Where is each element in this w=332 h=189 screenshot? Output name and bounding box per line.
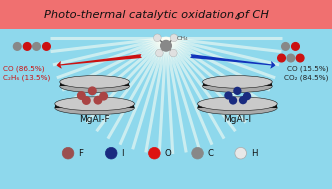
FancyBboxPatch shape — [0, 0, 332, 29]
Circle shape — [296, 54, 304, 62]
Circle shape — [99, 92, 108, 101]
Polygon shape — [203, 82, 272, 86]
Text: 4: 4 — [235, 13, 240, 22]
Ellipse shape — [198, 101, 277, 115]
Text: I: I — [121, 149, 124, 158]
Circle shape — [287, 54, 295, 62]
Circle shape — [94, 96, 103, 105]
Text: C₂H₆ (13.5%): C₂H₆ (13.5%) — [3, 75, 50, 81]
Circle shape — [62, 147, 74, 159]
Circle shape — [14, 43, 21, 50]
Text: CO₂ (84.5%): CO₂ (84.5%) — [284, 75, 329, 81]
Ellipse shape — [203, 80, 272, 92]
Text: CO (86.5%): CO (86.5%) — [3, 66, 45, 72]
Circle shape — [23, 43, 31, 50]
Circle shape — [154, 34, 161, 42]
Ellipse shape — [55, 101, 134, 115]
Circle shape — [243, 92, 251, 100]
Circle shape — [224, 91, 233, 100]
Text: Photo-thermal catalytic oxidation of CH: Photo-thermal catalytic oxidation of CH — [44, 10, 269, 20]
Text: F: F — [78, 149, 83, 158]
Text: C: C — [208, 149, 213, 158]
Circle shape — [282, 43, 290, 50]
Circle shape — [239, 96, 247, 104]
Ellipse shape — [60, 76, 129, 88]
Text: MgAl-I: MgAl-I — [223, 115, 251, 124]
Text: H: H — [251, 149, 257, 158]
Polygon shape — [60, 82, 129, 86]
Circle shape — [77, 91, 86, 100]
Circle shape — [233, 87, 242, 95]
Ellipse shape — [203, 76, 272, 88]
Polygon shape — [55, 104, 134, 108]
Circle shape — [43, 43, 50, 50]
Circle shape — [161, 40, 171, 51]
Circle shape — [192, 147, 204, 159]
Ellipse shape — [60, 80, 129, 92]
Text: CO (15.5%): CO (15.5%) — [287, 66, 329, 72]
Circle shape — [235, 147, 246, 159]
Circle shape — [88, 86, 97, 95]
Text: MgAl-F: MgAl-F — [79, 115, 110, 124]
Circle shape — [82, 96, 91, 105]
Text: O: O — [164, 149, 171, 158]
Circle shape — [278, 54, 286, 62]
Circle shape — [292, 43, 299, 50]
Polygon shape — [198, 104, 277, 108]
Circle shape — [105, 147, 117, 159]
Circle shape — [155, 49, 163, 57]
Circle shape — [169, 49, 177, 57]
Circle shape — [149, 147, 160, 159]
Text: 4: 4 — [185, 37, 188, 41]
Ellipse shape — [55, 97, 134, 111]
Ellipse shape — [198, 97, 277, 111]
Text: CH: CH — [177, 36, 186, 41]
Circle shape — [229, 96, 237, 105]
Circle shape — [33, 43, 41, 50]
Circle shape — [170, 34, 178, 42]
